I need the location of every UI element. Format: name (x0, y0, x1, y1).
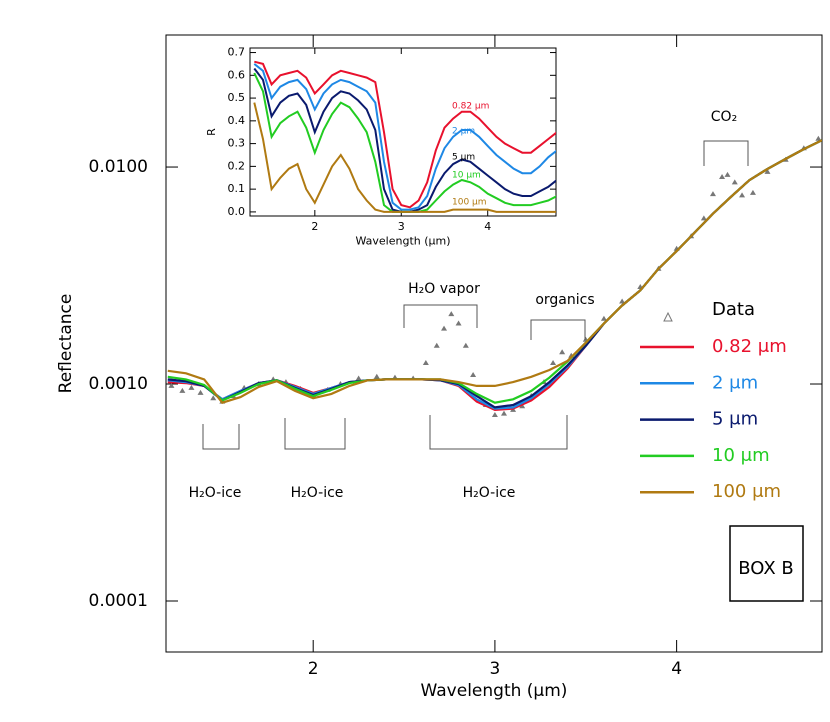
x-tick-label: 2 (308, 659, 319, 679)
annotation: CO₂ (711, 109, 737, 125)
bracket (429, 415, 568, 450)
model-curve (253, 102, 556, 213)
y-tick-label: 0.0001 (89, 591, 148, 611)
y-tick-label: 0.2 (228, 159, 246, 172)
y-tick-label: 0.0100 (89, 157, 148, 177)
data-point (422, 359, 429, 365)
x-axis-label: Wavelength (μm) (355, 234, 450, 247)
curve-label: 5 μm (452, 153, 475, 163)
legend-label: 100 μm (712, 481, 781, 502)
data-point (619, 298, 626, 304)
data-point (433, 342, 440, 348)
data-point (731, 179, 738, 185)
y-tick-label: 0.7 (228, 46, 246, 59)
data-point (500, 410, 507, 416)
data-point (168, 382, 175, 388)
annotation: H₂O-ice (291, 485, 344, 501)
model-curve (253, 67, 556, 213)
y-tick-label: 0.1 (228, 182, 246, 195)
bracket (703, 140, 749, 166)
model-curve (167, 139, 822, 404)
x-tick-label: 4 (484, 220, 491, 233)
data-point (455, 320, 462, 326)
y-tick-label: 0.0 (228, 205, 246, 218)
model-curve (253, 72, 556, 213)
curve-label: 0.82 μm (452, 102, 489, 112)
curve-label: 10 μm (452, 171, 481, 181)
legend-marker (663, 311, 673, 322)
box-frame (729, 525, 804, 602)
data-point (550, 359, 557, 365)
box-label: BOX B (738, 558, 793, 579)
data-point (559, 349, 566, 355)
y-tick-label: 0.5 (228, 91, 246, 104)
data-point (815, 135, 822, 141)
data-point (188, 384, 195, 390)
y-tick-label: 0.6 (228, 68, 246, 81)
data-point (724, 171, 731, 177)
legend-label: 5 μm (712, 409, 758, 430)
data-point (470, 372, 477, 378)
bracket (403, 304, 478, 328)
data-point (709, 191, 716, 197)
data-point (739, 192, 746, 198)
data-point (373, 373, 380, 379)
y-axis-label: Reflectance (56, 294, 76, 394)
data-point (448, 311, 455, 317)
curve-label: 2 μm (452, 127, 475, 137)
annotation: H₂O-ice (189, 485, 242, 501)
data-point (764, 168, 771, 174)
data-point (210, 395, 217, 401)
legend-label: 0.82 μm (712, 336, 787, 357)
data-point (179, 387, 186, 393)
data-point (462, 342, 469, 348)
data-point (719, 173, 726, 179)
model-curve (254, 60, 556, 209)
data-point (700, 215, 707, 221)
plot-area (253, 60, 556, 213)
data-point (491, 411, 498, 417)
model-curve (167, 139, 822, 404)
model-curve (253, 63, 556, 211)
legend-label: 10 μm (712, 445, 770, 466)
data-point (749, 189, 756, 195)
x-tick-label: 2 (311, 220, 318, 233)
bracket (530, 319, 586, 340)
plot-area (167, 135, 822, 417)
data-point (441, 325, 448, 331)
data-point (355, 375, 362, 381)
y-tick-label: 0.4 (228, 114, 246, 127)
plot-frame (165, 34, 823, 653)
legend-label: 2 μm (712, 372, 758, 393)
annotation: H₂O vapor (408, 281, 480, 297)
curve-label: 100 μm (452, 198, 487, 208)
legend-title: Data (712, 299, 755, 320)
y-tick-label: 0.0010 (89, 374, 148, 394)
x-tick-label: 3 (489, 659, 500, 679)
y-tick-label: 0.3 (228, 137, 246, 150)
annotation: H₂O-ice (463, 485, 516, 501)
x-tick-label: 4 (671, 659, 682, 679)
y-axis-label: R (205, 128, 218, 136)
x-tick-label: 3 (398, 220, 405, 233)
data-point (197, 389, 204, 395)
annotation: organics (535, 292, 594, 308)
data-point (519, 403, 526, 409)
bracket (284, 418, 346, 450)
data-point (600, 315, 607, 321)
x-axis-label: Wavelength (μm) (421, 681, 568, 701)
bracket (202, 424, 240, 450)
